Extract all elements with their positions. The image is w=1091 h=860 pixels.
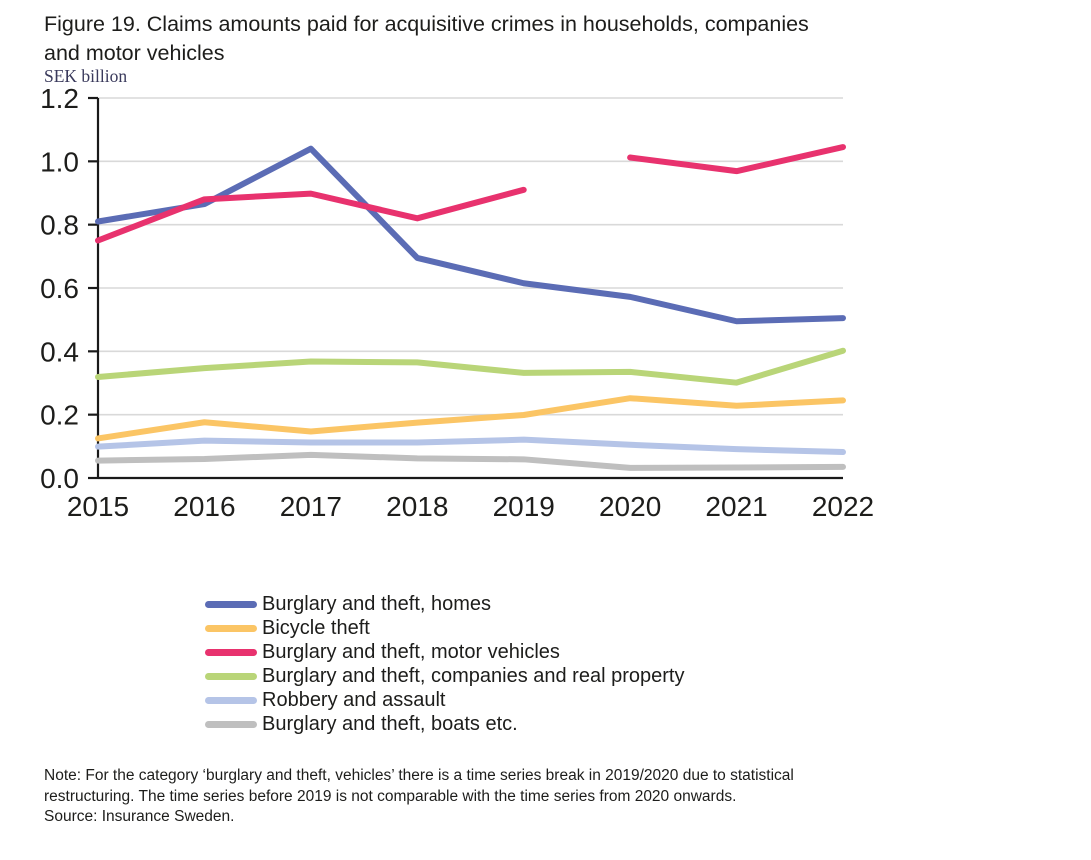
legend-label-homes: Burglary and theft, homes [262,593,492,615]
legend-item-bicycle-theft: Bicycle theft [205,616,905,640]
series-line [95,436,846,456]
legend-item-companies: Burglary and theft, companies and real p… [205,664,905,688]
legend-swatch-boats [205,720,257,728]
legend-item-motor-vehicles: Burglary and theft, motor vehicles [205,640,905,664]
x-axis-tick-label: 2019 [493,491,555,522]
x-axis-tick-label: 2020 [599,491,661,522]
chart-plot-area: 0.0 0.2 0.4 0.6 0.8 1.0 1.2 2015 2016 2017 2018 201… [0,88,900,588]
legend-swatch-companies [205,672,257,680]
chart-legend: Burglary and theft, homes Bicycle theft … [205,592,905,736]
legend-swatch-bicycle-theft [205,624,257,632]
legend-swatch-motor-vehicles [205,648,257,656]
series-line [95,145,846,325]
series-line [95,347,846,386]
y-axis-tick-label: 1.0 [40,146,79,177]
note-line-1: Note: For the category ‘burglary and the… [44,767,794,784]
legend-item-boats: Burglary and theft, boats etc. [205,712,905,736]
note-line-2: restructuring. The time series before 20… [44,787,737,805]
x-axis-tick-label: 2021 [705,491,767,522]
legend-label-robbery-assault: Robbery and assault [262,689,446,711]
legend-item-robbery-assault: Robbery and assault [205,688,905,712]
series-line [627,144,846,175]
axis-unit-label: SEK billion [44,66,128,86]
series-line [95,186,527,244]
x-axis-tick-label: 2018 [386,491,448,522]
legend-label-companies: Burglary and theft, companies and real p… [262,665,685,687]
legend-label-motor-vehicles: Burglary and theft, motor vehicles [262,641,560,663]
line-chart: 0.0 0.2 0.4 0.6 0.8 1.0 1.2 2015 2016 2017 2018 201… [40,88,874,522]
series-line [95,451,846,471]
legend-swatch-homes [205,600,257,608]
figure-note: Note: For the category ‘burglary and the… [44,766,844,828]
x-axis-tick-label: 2017 [280,491,342,522]
x-axis-tick-label: 2015 [67,491,129,522]
page-title: Figure 19. Claims amounts paid for acqui… [44,12,809,65]
y-axis-tick-label: 0.6 [40,273,79,304]
legend-item-homes: Burglary and theft, homes [205,592,905,616]
y-axis-tick-label: 0.0 [40,463,79,494]
legend-label-boats: Burglary and theft, boats etc. [262,713,518,735]
y-axis-tick-label: 0.8 [40,210,79,241]
series-line [95,395,846,442]
note-source: Source: Insurance Sweden. [44,808,235,825]
x-axis-tick-label: 2022 [812,491,874,522]
y-axis-tick-label: 1.2 [40,88,79,114]
x-axis-tick-label: 2016 [173,491,235,522]
legend-label-bicycle-theft: Bicycle theft [262,617,370,639]
legend-swatch-robbery-assault [205,696,257,704]
y-axis-tick-label: 0.4 [40,336,79,367]
y-axis-tick-label: 0.2 [40,400,79,431]
